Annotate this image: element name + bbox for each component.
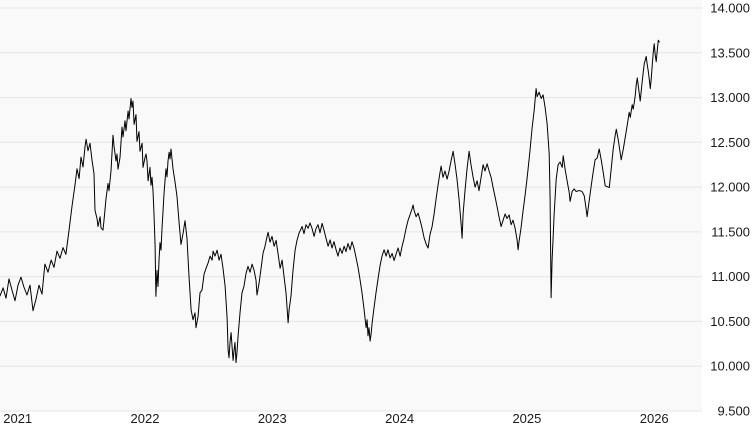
y-axis-labels: 14.000 13.500 13.000 12.500 12.000 11.500 11.0… — [710, 1, 750, 419]
y-axis-tick-label: 10.000 — [710, 359, 750, 374]
x-axis-tick-label: 2021 — [3, 411, 32, 426]
y-axis-tick-label: 14.000 — [710, 1, 750, 16]
y-axis-tick-label: 10.500 — [710, 314, 750, 329]
x-axis-tick-label: 2024 — [385, 411, 414, 426]
y-axis-tick-label: 13.000 — [710, 90, 750, 105]
y-axis-tick-label: 13.500 — [710, 45, 750, 60]
x-axis-labels: 2021 2022 2023 2024 2025 2026 — [3, 411, 668, 426]
x-axis-tick-label: 2026 — [640, 411, 669, 426]
chart-plot-area[interactable] — [0, 0, 702, 411]
y-axis-tick-label: 11.000 — [711, 269, 750, 284]
y-axis-tick-label: 9.500 — [717, 404, 750, 419]
x-axis-tick-label: 2025 — [512, 411, 541, 426]
y-axis-tick-label: 12.000 — [710, 180, 750, 195]
y-axis-tick-label: 11.500 — [711, 224, 750, 239]
x-axis-tick-label: 2022 — [131, 411, 160, 426]
x-axis-tick-label: 2023 — [258, 411, 287, 426]
y-axis-tick-label: 12.500 — [710, 135, 750, 150]
gridlines — [0, 7, 702, 412]
price-line — [0, 39, 660, 364]
price-line-group — [0, 39, 660, 364]
